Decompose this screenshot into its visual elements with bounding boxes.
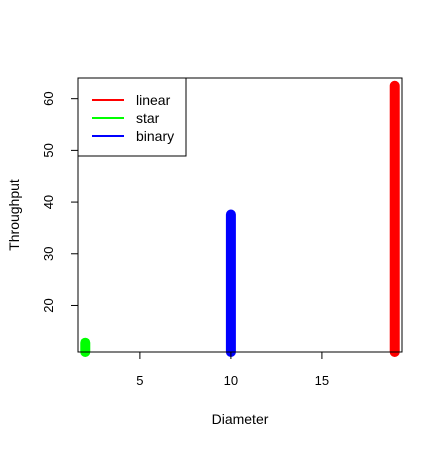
y-axis-title: Throughput	[6, 179, 22, 251]
legend-label-binary: binary	[136, 128, 174, 144]
y-tick-label: 20	[41, 298, 56, 312]
y-tick-label: 50	[41, 143, 56, 157]
x-tick-label: 5	[136, 373, 143, 388]
legend-label-star: star	[136, 110, 160, 126]
y-axis: 20 30 40 50 60	[41, 91, 78, 313]
y-tick-label: 60	[41, 91, 56, 105]
x-tick-label: 15	[315, 373, 329, 388]
legend: linear star binary	[77, 77, 187, 157]
plot-frame	[77, 77, 403, 353]
x-axis-title: Diameter	[212, 411, 269, 427]
x-tick-label: 10	[224, 373, 238, 388]
y-tick-label: 30	[41, 247, 56, 261]
series-layer	[80, 80, 400, 357]
y-tick-label: 40	[41, 195, 56, 209]
legend-label-linear: linear	[136, 92, 171, 108]
x-axis: 5 10 15	[136, 352, 329, 388]
